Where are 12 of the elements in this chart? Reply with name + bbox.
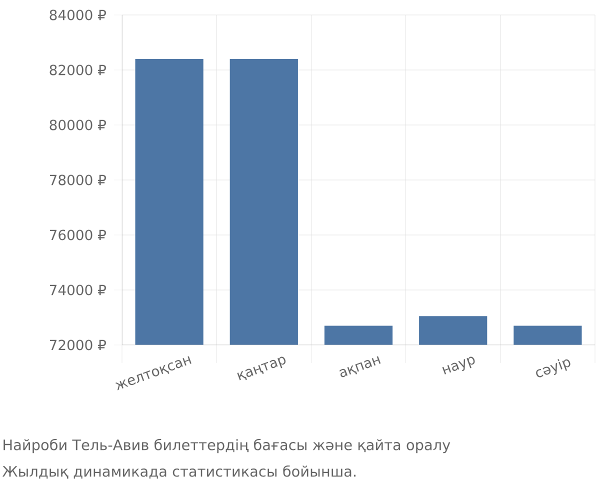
y-tick-label: 78000 ₽ [50,174,106,186]
x-tick-label: наур [442,356,475,374]
y-tick-label: 80000 ₽ [50,120,106,130]
y-tick-label: 74000 ₽ [50,284,106,296]
y-tick-label: 76000 ₽ [50,230,106,240]
y-tick-label: 84000 ₽ [50,10,106,20]
y-tick-label: 82000 ₽ [50,64,106,76]
x-tick-label: ақпан [340,356,381,378]
text: Найроби Тель-Авив билеттердің бағасы және қайта оралу [4,438,450,454]
x-tick-label: сәуір [536,359,570,378]
text: Жылдық динамикада статистикасы бойынша. [2,465,356,479]
y-tick-label: 72000 ₽ [50,340,106,350]
